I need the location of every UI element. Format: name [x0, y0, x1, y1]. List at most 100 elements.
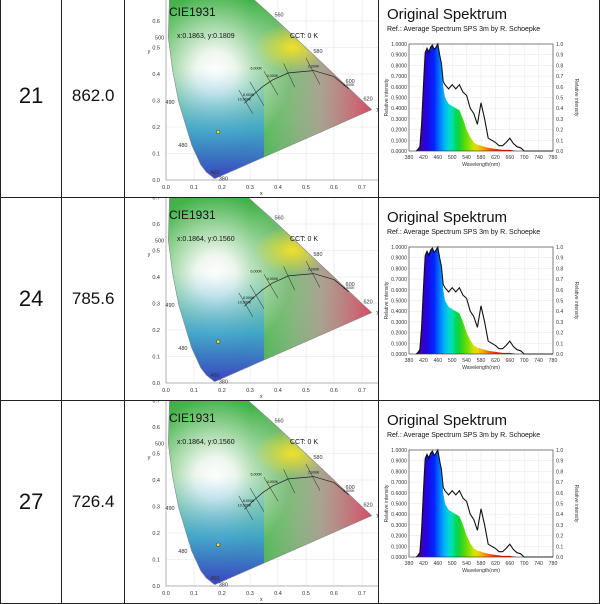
cie-cct-label: 1,000K [343, 489, 355, 493]
table-row: 24 785.6 CIE1931 x:0.1864, y:0.1560 CCT:… [0, 197, 600, 401]
spectrum-x-tick-label: 460 [433, 155, 442, 161]
cie-gamut [168, 198, 372, 382]
cie-wavelength-label: 480 [178, 143, 187, 149]
cie-coordinates: x:0.1864, y:0.1560 [176, 236, 235, 243]
cie-x-tick-label: 0.3 [246, 388, 254, 394]
spectrum-reference-line [415, 245, 553, 355]
cie-y-tick-label: 0.2 [152, 328, 160, 334]
row-value: 862.0 [61, 0, 125, 198]
spectrum-x-axis-label: Wavelength(nm) [462, 568, 500, 574]
spectrum-y-tick-label-left: 0.0000 [391, 555, 407, 561]
planckian-locus [244, 273, 350, 307]
cie-y-tick-label: 0.6 [152, 222, 160, 228]
cie-wavelength-label: 700 [376, 311, 378, 317]
isotherm-line [305, 463, 321, 491]
spectrum-x-tick-label: 460 [433, 358, 442, 364]
spectrum-y-tick-label-left: 1.0000 [391, 42, 407, 48]
cie-cct-label: 2,000K [308, 268, 320, 272]
spectrum-y-tick-label-left: 0.3000 [391, 320, 407, 326]
cie-y-tick-label: 0.6 [152, 425, 160, 431]
cie-y-tick-label: 0.1 [152, 152, 160, 158]
cie-cct-label: 10,000K [238, 301, 252, 305]
cie-cct-label: 2,000K [308, 471, 320, 475]
cie-cct-label: 6,000K [250, 67, 262, 71]
spectrum-y-tick-label-left: 0.6000 [391, 85, 407, 91]
spectrum-y-tick-label-left: 0.6000 [391, 491, 407, 497]
cie-cct-label: 1,000K [343, 83, 355, 87]
cie-wavelength-label: 490 [165, 506, 174, 512]
isotherm-line [249, 81, 265, 106]
spectrum-y-tick-label-left: 0.7000 [391, 480, 407, 486]
cie-coordinates: x:0.1864, y:0.1560 [176, 439, 235, 446]
cie-y-tick-label: 0.2 [152, 531, 160, 537]
spectrum-y-tick-label-right: 0.7 [556, 277, 563, 283]
spectrum-y-tick-label-right: 1.0 [556, 448, 563, 454]
cie-wavelength-label: 500 [155, 441, 164, 447]
spectrum-title: Original Spektrum [386, 6, 508, 23]
spectrum-y-axis-label-right: Relative intensity [573, 485, 579, 523]
row-index: 24 [0, 197, 63, 401]
spectrum-title: Original Spektrum [386, 209, 508, 226]
isotherm-line [263, 71, 279, 96]
cie-cct-label: 10,000K [238, 504, 252, 508]
spectrum-reference-line [415, 42, 553, 152]
spectrum-y-axis-label-left: Relative intensity [384, 484, 390, 522]
isotherm-line [305, 57, 321, 85]
spectrum-y-axis-label-left: Relative intensity [384, 78, 390, 116]
spectrum-y-tick-label-right: 0.3 [556, 523, 563, 529]
spectrum-y-tick-label-right: 1.0 [556, 245, 563, 251]
cie-diagram: 0.00.10.20.30.40.50.60.70.80.00.10.20.30… [148, 401, 378, 603]
spectrum-y-tick-label-right: 0.1 [556, 138, 563, 144]
chromaticity-point [216, 339, 221, 344]
cie-x-tick-label: 0.4 [274, 388, 282, 394]
cie-cct-label: 8,000K [243, 296, 255, 300]
cie-wavelength-label: 620 [363, 96, 372, 102]
cie-x-tick-label: 0.0 [162, 388, 170, 394]
spectrum-y-tick-label-right: 0.7 [556, 480, 563, 486]
spectrum-x-tick-label: 740 [534, 358, 543, 364]
spectrum-y-tick-label-right: 0.2 [556, 534, 563, 540]
cie-y-tick-label: 0.4 [152, 478, 160, 484]
spectrum-cell: Original Spektrum Ref.: Average Spectrum… [377, 197, 600, 401]
spectrum-chart: 380 420 460 500 540 580 620 660 700 740 780 0.0000 0… [384, 448, 579, 574]
cie-wavelength-label: 460 [210, 576, 219, 582]
cie-y-tick-label: 0.4 [152, 72, 160, 78]
spectrum-y-tick-label-right: 0.8 [556, 266, 563, 272]
cie-plot-frame [165, 401, 378, 587]
spectrum-y-axis-label-left: Relative intensity [384, 281, 390, 319]
cie-y-tick-label: 0.3 [152, 99, 160, 105]
cie-wavelength-label: 380 [219, 583, 228, 589]
spectrum-y-tick-label-left: 0.2000 [391, 534, 407, 540]
cie-locus-outline [167, 198, 373, 383]
cie-x-tick-label: 0.1 [190, 185, 198, 191]
cie-cct-label: 4,000K [267, 74, 279, 78]
isotherm-line [249, 487, 265, 512]
spectrum-x-tick-label: 500 [448, 155, 457, 161]
spectrum-y-tick-label-right: 0.9 [556, 256, 563, 262]
spectrum-x-tick-label: 620 [491, 358, 500, 364]
cie-y-axis-label: y [148, 455, 151, 461]
spectrum-y-tick-label-left: 0.1000 [391, 544, 407, 550]
spectrum-y-tick-label-right: 0.3 [556, 117, 563, 123]
spectrum-x-tick-label: 580 [477, 155, 486, 161]
spectrum-x-tick-label: 420 [419, 561, 428, 567]
cie-cct-label: 6,000K [250, 270, 262, 274]
spectrum-x-tick-label: 700 [520, 561, 529, 567]
spectrum-y-tick-label-right: 0.6 [556, 288, 563, 294]
spectrum-x-tick-label: 780 [549, 155, 558, 161]
spectrum-y-tick-label-right: 0.2 [556, 331, 563, 337]
cie-x-tick-label: 0.6 [330, 185, 338, 191]
cie-x-tick-label: 0.6 [330, 591, 338, 597]
cie-cell: CIE1931 x:0.1863, y:0.1809 CCT: 0 K 0.0 0… [123, 0, 379, 198]
cie-y-axis-label: y [148, 252, 151, 258]
spectrum-y-tick-label-right: 0.9 [556, 459, 563, 465]
spectrum-x-tick-label: 380 [405, 358, 414, 364]
cie-y-tick-label: 0.2 [152, 125, 160, 131]
cie-title: CIE1931 [168, 208, 216, 222]
spectrum-y-tick-label-left: 0.1000 [391, 138, 407, 144]
spectrum-reference: Ref.: Average Spectrum SPS 3m by R. Scho… [386, 229, 541, 236]
row-index: 27 [0, 400, 63, 604]
cie-gamut [168, 401, 372, 585]
cie-title: CIE1931 [168, 411, 216, 425]
